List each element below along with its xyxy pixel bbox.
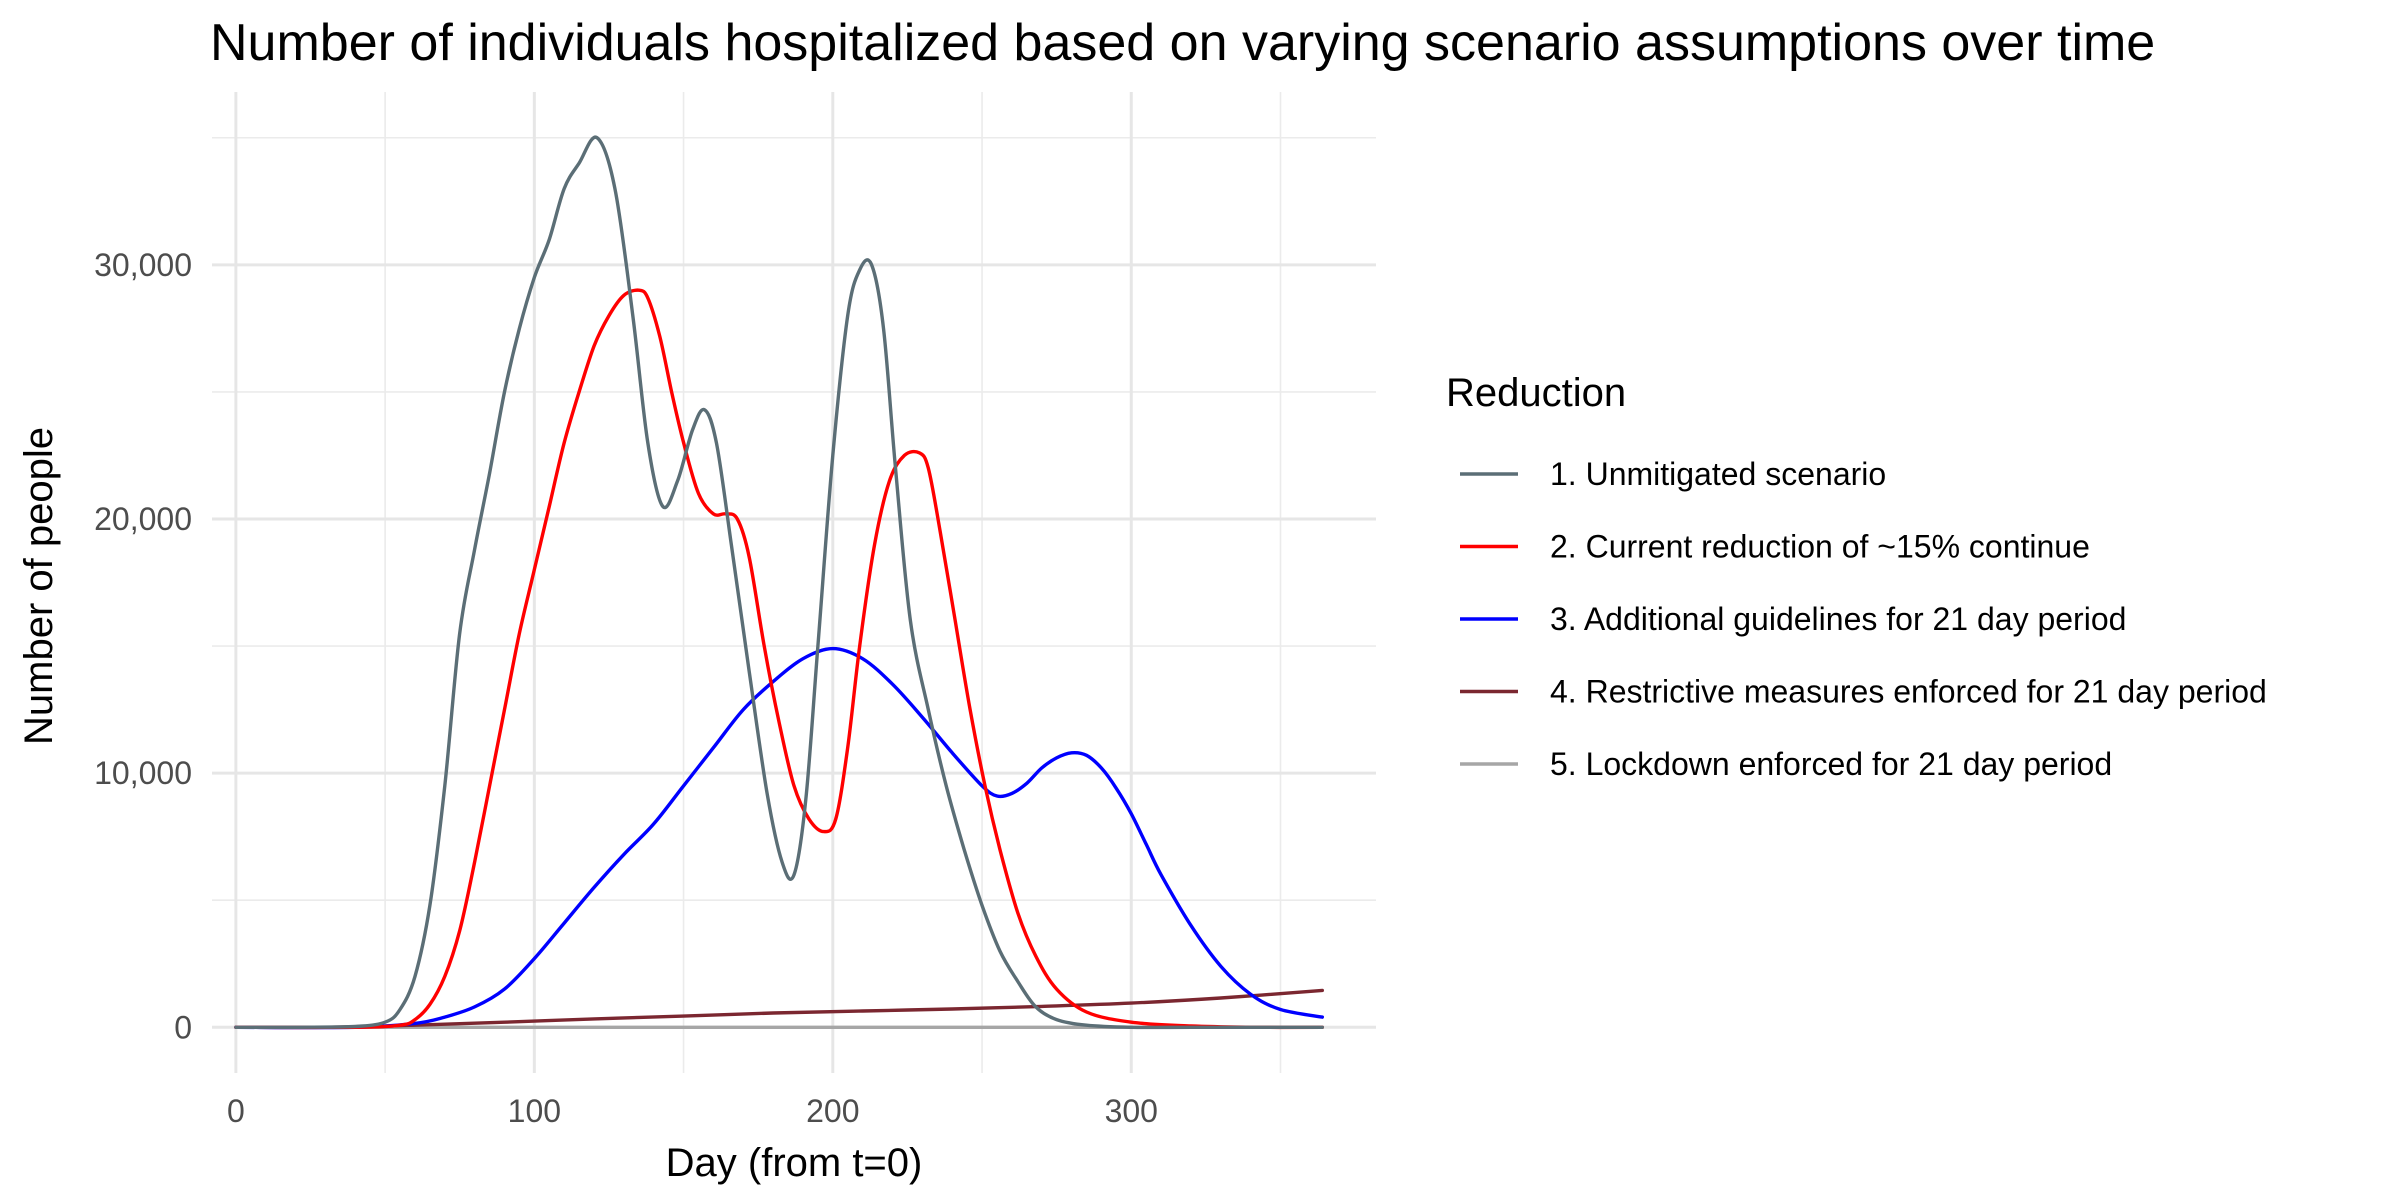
series-line-4: [234, 988, 1324, 1030]
x-tick-label: 100: [508, 1093, 561, 1129]
legend-item-2: 2. Current reduction of ~15% continue: [1460, 529, 2090, 565]
legend-label: 2. Current reduction of ~15% continue: [1550, 529, 2090, 565]
legend-label: 1. Unmitigated scenario: [1550, 456, 1886, 492]
series-lines: [234, 135, 1324, 1030]
y-tick-label: 30,000: [94, 247, 192, 283]
series-line-1: [234, 135, 1324, 1030]
x-tick-label: 300: [1105, 1093, 1158, 1129]
y-tick-label: 20,000: [94, 501, 192, 537]
legend-item-5: 5. Lockdown enforced for 21 day period: [1460, 746, 2112, 782]
legend-title: Reduction: [1446, 371, 1626, 415]
y-tick-label: 10,000: [94, 755, 192, 791]
series-line-3: [234, 646, 1324, 1030]
x-tick-label: 200: [806, 1093, 859, 1129]
legend-item-4: 4. Restrictive measures enforced for 21 …: [1460, 674, 2267, 710]
y-axis-title: Number of people: [17, 427, 61, 745]
series-line-2: [234, 288, 1324, 1030]
legend-items: 1. Unmitigated scenario 2. Current reduct…: [1460, 456, 2267, 782]
x-axis-ticks: 0 100 200 300: [227, 1093, 1158, 1129]
legend-item-3: 3. Additional guidelines for 21 day peri…: [1460, 601, 2126, 637]
legend-label: 4. Restrictive measures enforced for 21 …: [1550, 674, 2267, 710]
y-tick-label: 0: [174, 1009, 192, 1045]
y-axis-ticks: 0 10,000 20,000 30,000: [94, 247, 192, 1045]
legend-label: 5. Lockdown enforced for 21 day period: [1550, 746, 2112, 782]
legend-label: 3. Additional guidelines for 21 day peri…: [1550, 601, 2126, 637]
legend: Reduction 1. Unmitigated scenario 2. Curr…: [1446, 371, 2267, 782]
legend-item-1: 1. Unmitigated scenario: [1460, 456, 1886, 492]
x-axis-title: Day (from t=0): [666, 1141, 923, 1185]
grid: [212, 92, 1376, 1073]
chart-title: Number of individuals hospitalized based…: [210, 14, 2155, 72]
x-tick-label: 0: [227, 1093, 245, 1129]
